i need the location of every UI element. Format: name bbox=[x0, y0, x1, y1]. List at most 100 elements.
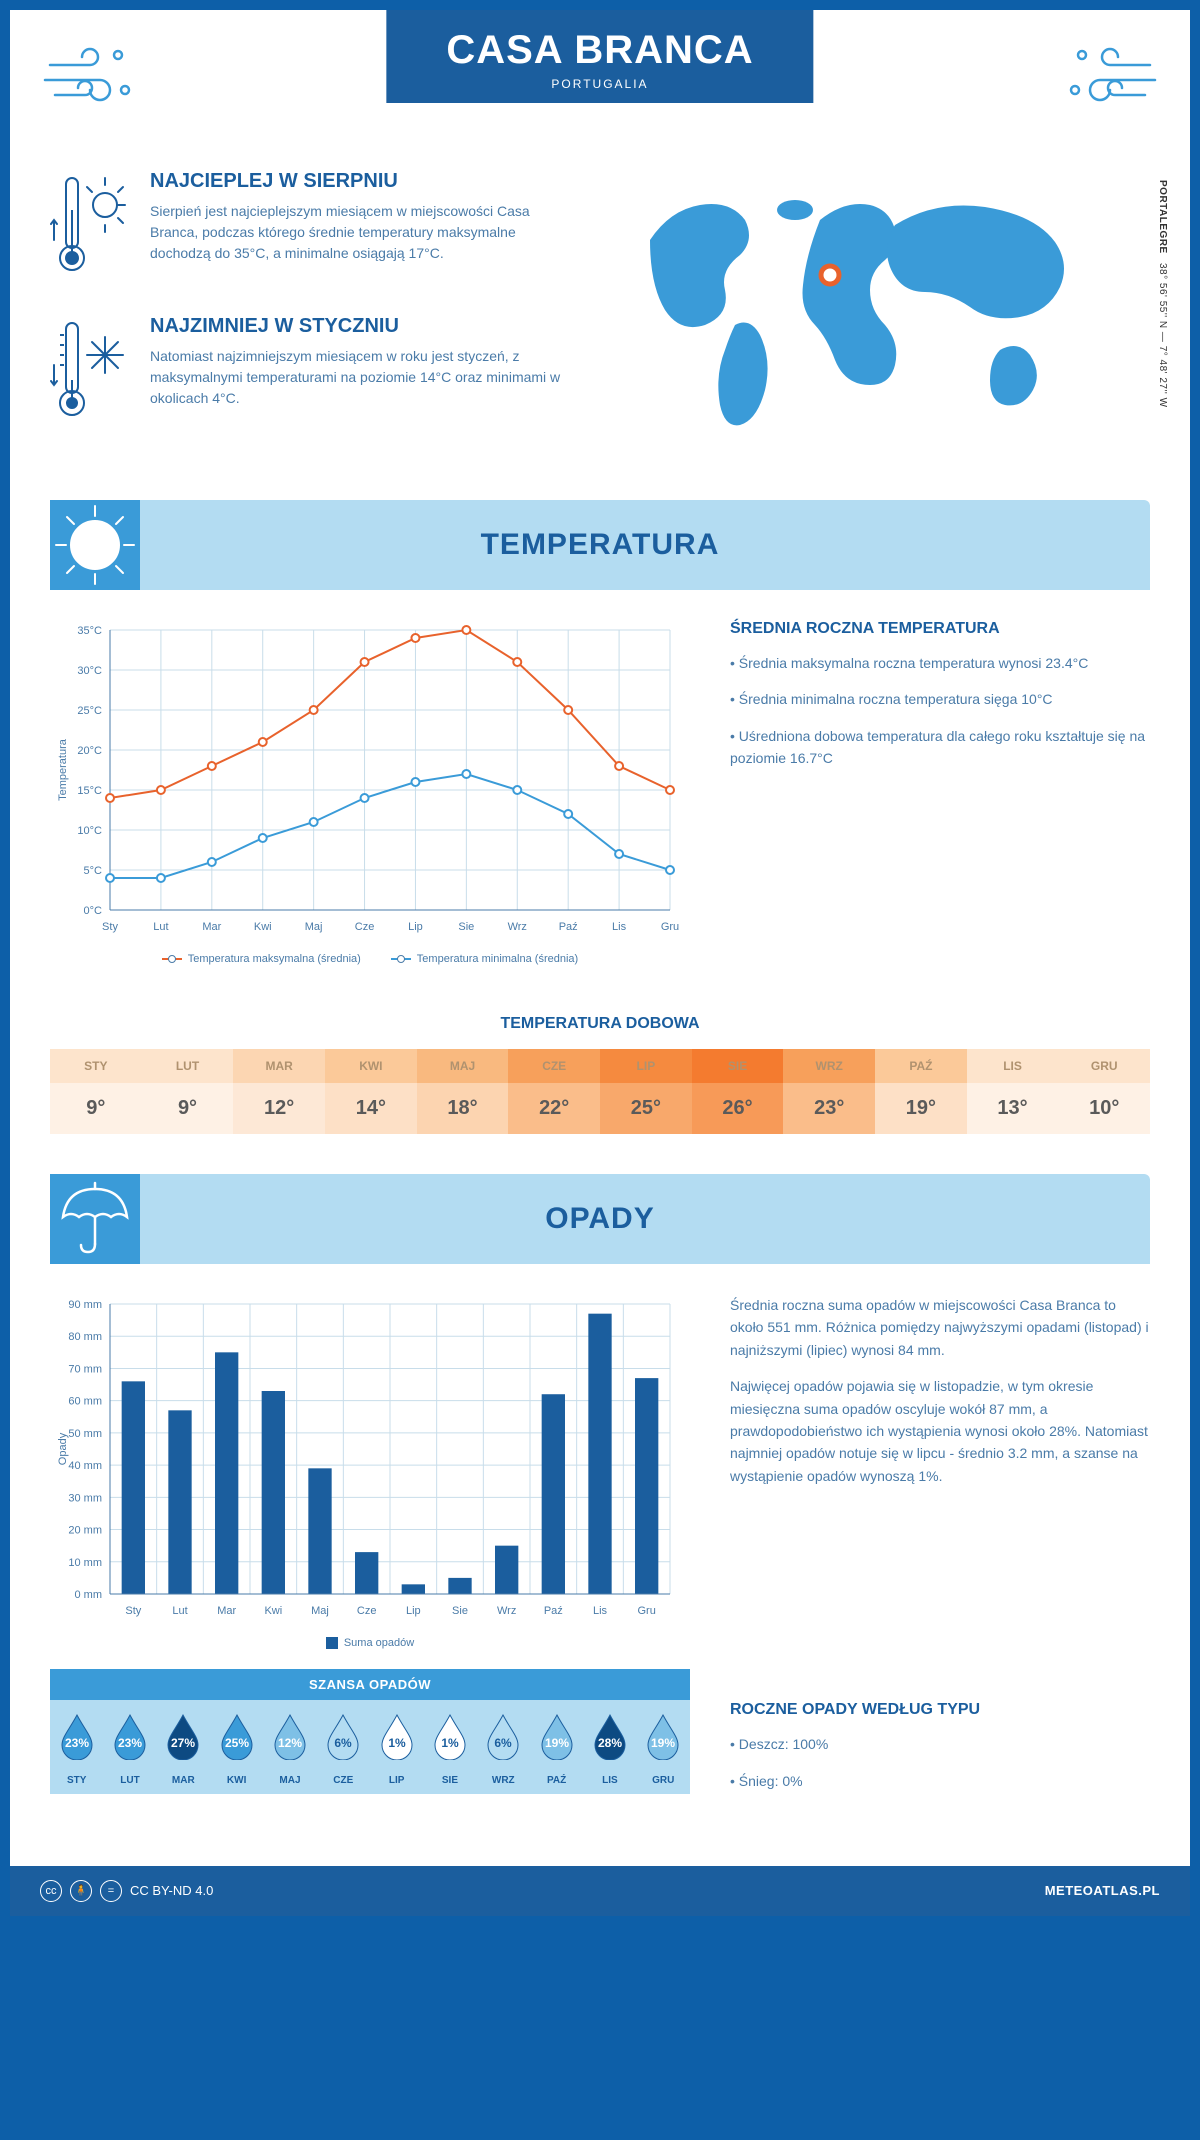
daily-temp-cell: PAŹ19° bbox=[875, 1049, 967, 1134]
daily-temp-cell: CZE22° bbox=[508, 1049, 600, 1134]
daily-temp-cell: MAR12° bbox=[233, 1049, 325, 1134]
cc-icon: cc bbox=[40, 1880, 62, 1902]
coordinates: PORTALEGRE 38° 56' 55'' N — 7° 48' 27'' … bbox=[1157, 180, 1168, 408]
svg-text:0 mm: 0 mm bbox=[75, 1589, 103, 1601]
precipitation-title: OPADY bbox=[545, 1202, 654, 1236]
svg-text:Sty: Sty bbox=[125, 1605, 141, 1617]
svg-text:Gru: Gru bbox=[637, 1605, 655, 1617]
rain-chance-cell: 1% LIP bbox=[370, 1700, 423, 1794]
svg-text:1%: 1% bbox=[441, 1736, 459, 1750]
svg-text:Paź: Paź bbox=[544, 1605, 563, 1617]
svg-text:Opady: Opady bbox=[57, 1432, 69, 1465]
svg-text:Wrz: Wrz bbox=[508, 921, 527, 933]
svg-text:Gru: Gru bbox=[661, 921, 679, 933]
svg-text:19%: 19% bbox=[545, 1736, 569, 1750]
precipitation-stats: Średnia roczna suma opadów w miejscowośc… bbox=[730, 1294, 1150, 1806]
temp-stat: • Średnia maksymalna roczna temperatura … bbox=[730, 652, 1150, 674]
svg-text:Maj: Maj bbox=[311, 1605, 329, 1617]
daily-temp-cell: LIP25° bbox=[600, 1049, 692, 1134]
precipitation-legend: Suma opadów bbox=[50, 1637, 690, 1649]
svg-text:Kwi: Kwi bbox=[254, 921, 272, 933]
svg-text:Temperatura: Temperatura bbox=[57, 738, 69, 801]
warmest-block: NAJCIEPLEJ W SIERPNIU Sierpień jest najc… bbox=[50, 170, 580, 285]
svg-text:1%: 1% bbox=[388, 1736, 406, 1750]
rain-chance-cell: 23% LUT bbox=[103, 1700, 156, 1794]
temperature-legend: Temperatura maksymalna (średnia) Tempera… bbox=[50, 953, 690, 965]
svg-text:30°C: 30°C bbox=[77, 665, 102, 677]
svg-text:25%: 25% bbox=[225, 1736, 249, 1750]
daily-temp-cell: LUT9° bbox=[142, 1049, 234, 1134]
warmest-title: NAJCIEPLEJ W SIERPNIU bbox=[150, 170, 580, 193]
license-badges: cc 🧍 = CC BY-ND 4.0 bbox=[40, 1880, 213, 1902]
thermometer-hot-icon bbox=[50, 170, 130, 285]
lon-label: 7° 48' 27'' W bbox=[1157, 346, 1168, 408]
page-title: CASA BRANCA bbox=[446, 28, 753, 73]
svg-text:19%: 19% bbox=[651, 1736, 675, 1750]
region-label: PORTALEGRE bbox=[1157, 180, 1168, 254]
svg-text:Lut: Lut bbox=[153, 921, 168, 933]
daily-temp-cell: LIS13° bbox=[967, 1049, 1059, 1134]
svg-text:90 mm: 90 mm bbox=[68, 1299, 102, 1311]
coldest-title: NAJZIMNIEJ W STYCZNIU bbox=[150, 315, 580, 338]
world-map: PORTALEGRE 38° 56' 55'' N — 7° 48' 27'' … bbox=[620, 170, 1150, 460]
rain-chance-cell: 1% SIE bbox=[423, 1700, 476, 1794]
coldest-text: Natomiast najzimniejszym miesiącem w rok… bbox=[150, 346, 580, 409]
warmest-text: Sierpień jest najcieplejszym miesiącem w… bbox=[150, 201, 580, 264]
rain-chance-cell: 19% PAŹ bbox=[530, 1700, 583, 1794]
rain-chance-cell: 6% CZE bbox=[317, 1700, 370, 1794]
svg-text:10°C: 10°C bbox=[77, 825, 102, 837]
rain-chance-cell: 6% WRZ bbox=[477, 1700, 530, 1794]
svg-text:25°C: 25°C bbox=[77, 705, 102, 717]
svg-text:80 mm: 80 mm bbox=[68, 1331, 102, 1343]
temp-stat: • Uśredniona dobowa temperatura dla całe… bbox=[730, 725, 1150, 770]
svg-text:Cze: Cze bbox=[357, 1605, 377, 1617]
svg-text:23%: 23% bbox=[65, 1736, 89, 1750]
svg-text:50 mm: 50 mm bbox=[68, 1428, 102, 1440]
footer: cc 🧍 = CC BY-ND 4.0 METEOATLAS.PL bbox=[10, 1866, 1190, 1916]
precipitation-header: OPADY bbox=[50, 1174, 1150, 1264]
svg-text:0°C: 0°C bbox=[84, 905, 103, 917]
svg-text:Kwi: Kwi bbox=[264, 1605, 282, 1617]
temperature-header: TEMPERATURA bbox=[50, 500, 1150, 590]
svg-text:60 mm: 60 mm bbox=[68, 1396, 102, 1408]
umbrella-icon bbox=[50, 1174, 140, 1264]
svg-text:Lip: Lip bbox=[408, 921, 423, 933]
daily-temp-table: STY9°LUT9°MAR12°KWI14°MAJ18°CZE22°LIP25°… bbox=[50, 1049, 1150, 1134]
svg-text:Lut: Lut bbox=[172, 1605, 187, 1617]
daily-temp-cell: STY9° bbox=[50, 1049, 142, 1134]
site-name: METEOATLAS.PL bbox=[1045, 1883, 1160, 1898]
rain-chance-cell: 25% KWI bbox=[210, 1700, 263, 1794]
svg-text:Mar: Mar bbox=[202, 921, 221, 933]
rain-chance-cell: 19% GRU bbox=[637, 1700, 690, 1794]
by-icon: 🧍 bbox=[70, 1880, 92, 1902]
svg-text:Cze: Cze bbox=[355, 921, 375, 933]
svg-text:Lis: Lis bbox=[593, 1605, 608, 1617]
rain-chance-cell: 28% LIS bbox=[583, 1700, 636, 1794]
svg-text:10 mm: 10 mm bbox=[68, 1557, 102, 1569]
svg-text:Sie: Sie bbox=[458, 921, 474, 933]
temperature-stats: ŚREDNIA ROCZNA TEMPERATURA • Średnia mak… bbox=[730, 620, 1150, 965]
lat-label: 38° 56' 55'' N bbox=[1157, 263, 1168, 329]
svg-text:Wrz: Wrz bbox=[497, 1605, 516, 1617]
svg-text:6%: 6% bbox=[495, 1736, 513, 1750]
daily-temp-cell: WRZ23° bbox=[783, 1049, 875, 1134]
svg-text:40 mm: 40 mm bbox=[68, 1460, 102, 1472]
svg-text:Paź: Paź bbox=[559, 921, 578, 933]
svg-text:6%: 6% bbox=[335, 1736, 353, 1750]
daily-temp-cell: MAJ18° bbox=[417, 1049, 509, 1134]
precip-type-title: ROCZNE OPADY WEDŁUG TYPU bbox=[730, 1701, 1150, 1719]
precip-type: • Deszcz: 100% bbox=[730, 1733, 1150, 1755]
nd-icon: = bbox=[100, 1880, 122, 1902]
page-subtitle: PORTUGALIA bbox=[446, 77, 753, 91]
wind-icon bbox=[40, 40, 140, 115]
svg-text:12%: 12% bbox=[278, 1736, 302, 1750]
rain-chance-cell: 23% STY bbox=[50, 1700, 103, 1794]
header: CASA BRANCA PORTUGALIA bbox=[10, 10, 1190, 150]
temp-stats-title: ŚREDNIA ROCZNA TEMPERATURA bbox=[730, 620, 1150, 638]
title-banner: CASA BRANCA PORTUGALIA bbox=[386, 10, 813, 103]
coldest-block: NAJZIMNIEJ W STYCZNIU Natomiast najzimni… bbox=[50, 315, 580, 430]
svg-text:15°C: 15°C bbox=[77, 785, 102, 797]
svg-text:30 mm: 30 mm bbox=[68, 1492, 102, 1504]
svg-text:28%: 28% bbox=[598, 1736, 622, 1750]
svg-text:20 mm: 20 mm bbox=[68, 1525, 102, 1537]
